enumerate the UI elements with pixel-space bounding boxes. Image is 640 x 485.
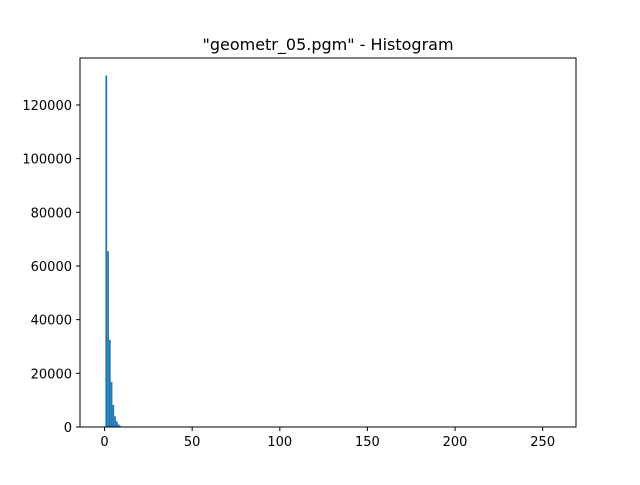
x-tick-label: 200 [443,435,468,450]
histogram-bar-7 [116,421,118,427]
x-tick-label: 100 [267,435,292,450]
x-tick-label: 50 [184,435,201,450]
y-tick-label: 40000 [31,314,72,329]
histogram-bar-1 [105,75,107,427]
x-axis: 0 50 100 150 200 250 [100,427,555,450]
y-tick-label: 80000 [31,206,72,221]
y-axis: 0 20000 40000 60000 80000 100000 120000 [22,99,80,436]
chart-title: "geometr_05.pgm" - Histogram [202,35,453,55]
histogram-bar-2 [107,251,109,427]
histogram-bar-4 [111,382,113,427]
y-tick-label: 60000 [31,260,72,275]
x-tick-label: 0 [100,435,108,450]
x-tick-label: 150 [355,435,380,450]
histogram-bar-5 [112,405,114,427]
histogram-bar-6 [114,416,116,427]
axes-frame [80,58,576,427]
y-tick-label: 0 [64,421,72,436]
y-tick-label: 120000 [22,99,72,114]
bars-group [105,75,123,427]
y-tick-label: 20000 [31,367,72,382]
y-tick-label: 100000 [22,153,72,168]
histogram-bar-3 [109,340,111,427]
x-tick-label: 250 [530,435,555,450]
